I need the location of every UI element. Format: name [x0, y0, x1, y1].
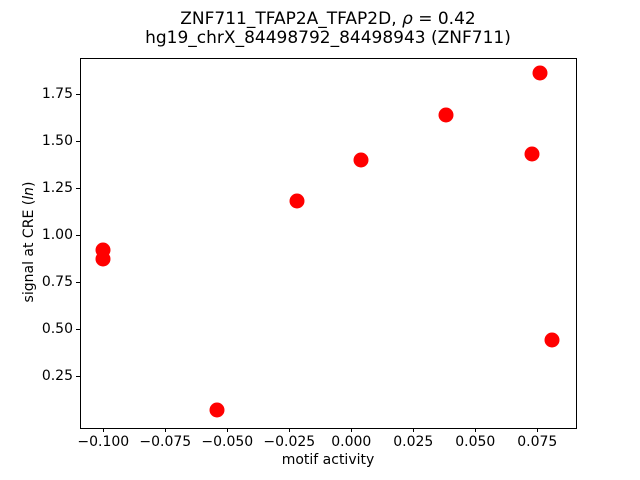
data-point — [95, 251, 111, 267]
x-tick — [165, 428, 167, 433]
y-tick-label: 0.25 — [41, 368, 73, 384]
chart-title: ZNF711_TFAP2A_TFAP2D, ρ = 0.42 hg19_chrX… — [80, 10, 576, 48]
y-axis-label-suffix: ) — [21, 181, 37, 188]
x-tick — [413, 428, 415, 433]
x-tick-label: 0.025 — [393, 434, 434, 451]
data-point — [209, 402, 225, 418]
y-tick-label: 1.75 — [41, 85, 73, 102]
x-tick-label: −0.100 — [77, 434, 130, 451]
y-tick — [76, 188, 80, 189]
x-tick — [289, 428, 291, 433]
x-tick-label: −0.075 — [139, 434, 192, 451]
x-tick — [227, 428, 229, 433]
y-axis-label: signal at CRE (ln) — [21, 182, 37, 303]
y-tick — [76, 235, 80, 236]
x-tick-label: 0.075 — [517, 434, 558, 451]
x-tick — [475, 428, 477, 433]
y-axis-label-ln: ln — [21, 187, 37, 200]
data-point — [289, 193, 305, 209]
x-tick-label: 0.000 — [331, 434, 372, 451]
y-tick — [76, 93, 80, 95]
data-point — [544, 332, 560, 348]
x-tick — [103, 428, 105, 433]
x-tick — [351, 428, 353, 433]
data-point — [353, 152, 369, 168]
chart-title-line1: ZNF711_TFAP2A_TFAP2D, ρ = 0.42 — [80, 10, 576, 29]
x-axis-label: motif activity — [281, 452, 375, 468]
x-tick — [537, 428, 539, 433]
x-tick-label: −0.050 — [201, 434, 254, 451]
y-tick — [76, 376, 80, 377]
x-tick-label: 0.050 — [455, 434, 496, 451]
rho-symbol: ρ — [402, 9, 413, 29]
y-tick-label: 0.50 — [41, 321, 73, 337]
y-tick-label: 1.25 — [41, 180, 73, 196]
title-gene-names: ZNF711_TFAP2A_TFAP2D, — [180, 9, 402, 29]
x-tick-label: −0.025 — [263, 434, 316, 451]
title-rho-value: = 0.42 — [412, 9, 476, 29]
data-point — [524, 146, 540, 162]
y-axis-label-prefix: signal at CRE ( — [21, 199, 37, 303]
y-tick-label: 1.00 — [41, 227, 73, 243]
chart-title-line2: hg19_chrX_84498792_84498943 (ZNF711) — [145, 28, 511, 48]
data-point — [532, 65, 548, 81]
plot-area — [80, 58, 577, 429]
data-point — [438, 107, 454, 123]
y-tick-label: 0.75 — [41, 274, 73, 290]
y-tick — [76, 282, 80, 283]
y-tick-label: 1.50 — [41, 132, 73, 149]
y-tick — [76, 140, 80, 142]
y-tick — [76, 329, 80, 330]
